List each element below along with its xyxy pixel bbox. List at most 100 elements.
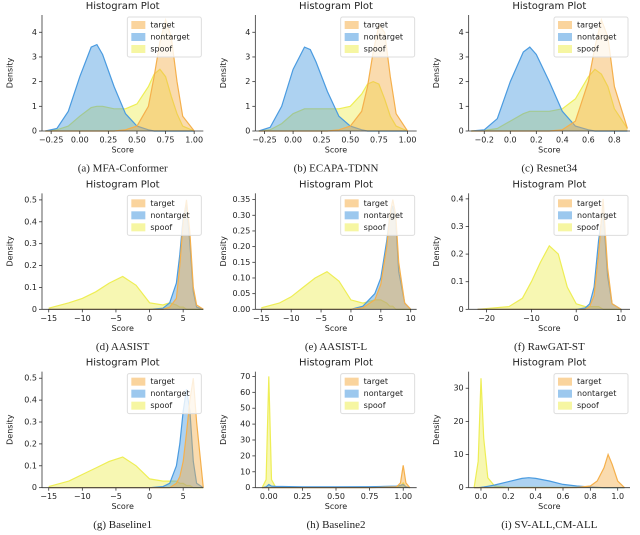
legend-label: nontarget bbox=[150, 211, 189, 220]
legend-box bbox=[340, 194, 416, 236]
legend-swatch bbox=[344, 33, 359, 41]
x-axis-label: Score bbox=[111, 146, 133, 155]
y-tick-label: 0.2 bbox=[24, 439, 37, 448]
y-tick-label: 1 bbox=[245, 102, 250, 111]
density-area bbox=[45, 19, 195, 131]
caption: (g) Baseline1 bbox=[93, 519, 152, 531]
legend-label: target bbox=[150, 199, 174, 208]
legend-label: nontarget bbox=[577, 211, 616, 220]
density-area bbox=[261, 205, 411, 310]
legend-swatch bbox=[131, 33, 146, 41]
y-tick-label: 0.10 bbox=[233, 273, 251, 282]
y-tick-label: 0.1 bbox=[24, 461, 37, 470]
legend-swatch bbox=[558, 377, 572, 386]
legend-swatch bbox=[344, 389, 359, 398]
x-tick-label: 1.0 bbox=[611, 492, 624, 501]
y-tick-label: 0 bbox=[245, 127, 250, 136]
x-axis-label: Score bbox=[325, 502, 347, 511]
y-tick-label: 20 bbox=[240, 451, 250, 460]
caption: (i) SV-ALL,CM-ALL bbox=[501, 519, 597, 531]
y-tick-label: 0 bbox=[459, 305, 464, 314]
y-axis-label: Density bbox=[6, 236, 15, 267]
legend-swatch bbox=[558, 45, 572, 53]
density-area bbox=[477, 209, 621, 310]
legend-swatch bbox=[131, 389, 146, 398]
y-axis-label: Density bbox=[219, 414, 228, 445]
y-tick-label: 0.20 bbox=[233, 242, 251, 251]
panel: Histogram Plot Density Score (b) ECAPA-TDNN… bbox=[219, 1, 417, 175]
x-tick-label: 0 bbox=[574, 314, 579, 323]
legend-box bbox=[553, 194, 629, 236]
x-tick-label: 0.50 bbox=[128, 136, 146, 145]
x-tick-label: 10 bbox=[406, 314, 416, 323]
y-tick-label: 10 bbox=[453, 450, 463, 459]
chart-title: Histogram Plot bbox=[512, 358, 586, 369]
density-line bbox=[45, 68, 195, 132]
x-tick-label: 0 bbox=[147, 492, 152, 501]
panel: Histogram Plot Density Score (g) Baseline1 −… bbox=[6, 358, 204, 531]
density-area bbox=[262, 465, 410, 488]
y-tick-label: 0.3 bbox=[24, 239, 37, 248]
legend-swatch bbox=[344, 211, 359, 220]
caption: (f) RawGAT-ST bbox=[514, 341, 585, 353]
chart-title: Histogram Plot bbox=[86, 1, 160, 12]
y-tick-label: 1 bbox=[459, 102, 464, 111]
x-tick-label: 0.75 bbox=[157, 136, 175, 145]
x-tick-label: −5 bbox=[110, 492, 122, 501]
y-tick-label: 0.00 bbox=[233, 305, 251, 314]
density-area bbox=[471, 19, 628, 131]
legend-label: spoof bbox=[150, 45, 172, 54]
caption: (c) Resnet34 bbox=[521, 163, 577, 175]
legend-label: spoof bbox=[364, 45, 386, 54]
legend-box bbox=[126, 194, 202, 236]
density-area bbox=[471, 47, 628, 131]
y-tick-label: 0.2 bbox=[24, 261, 37, 270]
density-area bbox=[45, 69, 195, 131]
x-axis-label: Score bbox=[538, 146, 560, 155]
legend-swatch bbox=[344, 21, 359, 29]
y-tick-label: 2 bbox=[245, 77, 250, 86]
density-area bbox=[474, 477, 625, 488]
y-tick-label: 40 bbox=[240, 420, 250, 429]
legend-box bbox=[340, 16, 416, 58]
x-tick-label: −10 bbox=[74, 314, 91, 323]
caption: (e) AASIST-L bbox=[305, 341, 368, 353]
y-tick-label: 0 bbox=[32, 127, 37, 136]
y-tick-label: 0.35 bbox=[233, 195, 251, 204]
legend-label: nontarget bbox=[364, 389, 403, 398]
y-tick-label: 70 bbox=[240, 372, 250, 381]
x-tick-label: 0.4 bbox=[556, 136, 569, 145]
legend-label: spoof bbox=[364, 223, 386, 232]
y-tick-label: 10 bbox=[240, 467, 250, 476]
caption: (b) ECAPA-TDNN bbox=[294, 163, 379, 175]
density-area bbox=[48, 457, 204, 488]
y-tick-label: 0.3 bbox=[24, 418, 37, 427]
x-axis-label: Score bbox=[538, 502, 560, 511]
legend-label: nontarget bbox=[150, 33, 189, 42]
legend-label: spoof bbox=[150, 401, 172, 410]
y-tick-label: 0.4 bbox=[24, 217, 37, 226]
legend-swatch bbox=[344, 199, 359, 208]
legend-swatch bbox=[344, 223, 359, 232]
y-tick-label: 0 bbox=[32, 483, 37, 492]
x-tick-label: 0.00 bbox=[71, 136, 89, 145]
panel: Histogram Plot Density Score (a) MFA-Confor… bbox=[6, 1, 204, 175]
legend-label: target bbox=[364, 377, 388, 386]
x-tick-label: 0.6 bbox=[582, 136, 595, 145]
legend-box bbox=[553, 16, 629, 58]
density-area bbox=[261, 199, 411, 310]
legend-label: nontarget bbox=[364, 211, 403, 220]
y-tick-label: 50 bbox=[240, 404, 250, 413]
legend-label: nontarget bbox=[577, 389, 616, 398]
density-line bbox=[262, 465, 411, 489]
y-tick-label: 0.4 bbox=[24, 396, 37, 405]
y-tick-label: 0.15 bbox=[233, 258, 251, 267]
y-axis-label: Density bbox=[432, 414, 441, 445]
legend-label: target bbox=[577, 199, 601, 208]
x-axis-label: Score bbox=[325, 146, 347, 155]
x-tick-label: −10 bbox=[523, 314, 540, 323]
x-tick-label: 0.4 bbox=[529, 492, 542, 501]
chart-title: Histogram Plot bbox=[299, 1, 373, 12]
x-tick-label: −10 bbox=[74, 492, 91, 501]
